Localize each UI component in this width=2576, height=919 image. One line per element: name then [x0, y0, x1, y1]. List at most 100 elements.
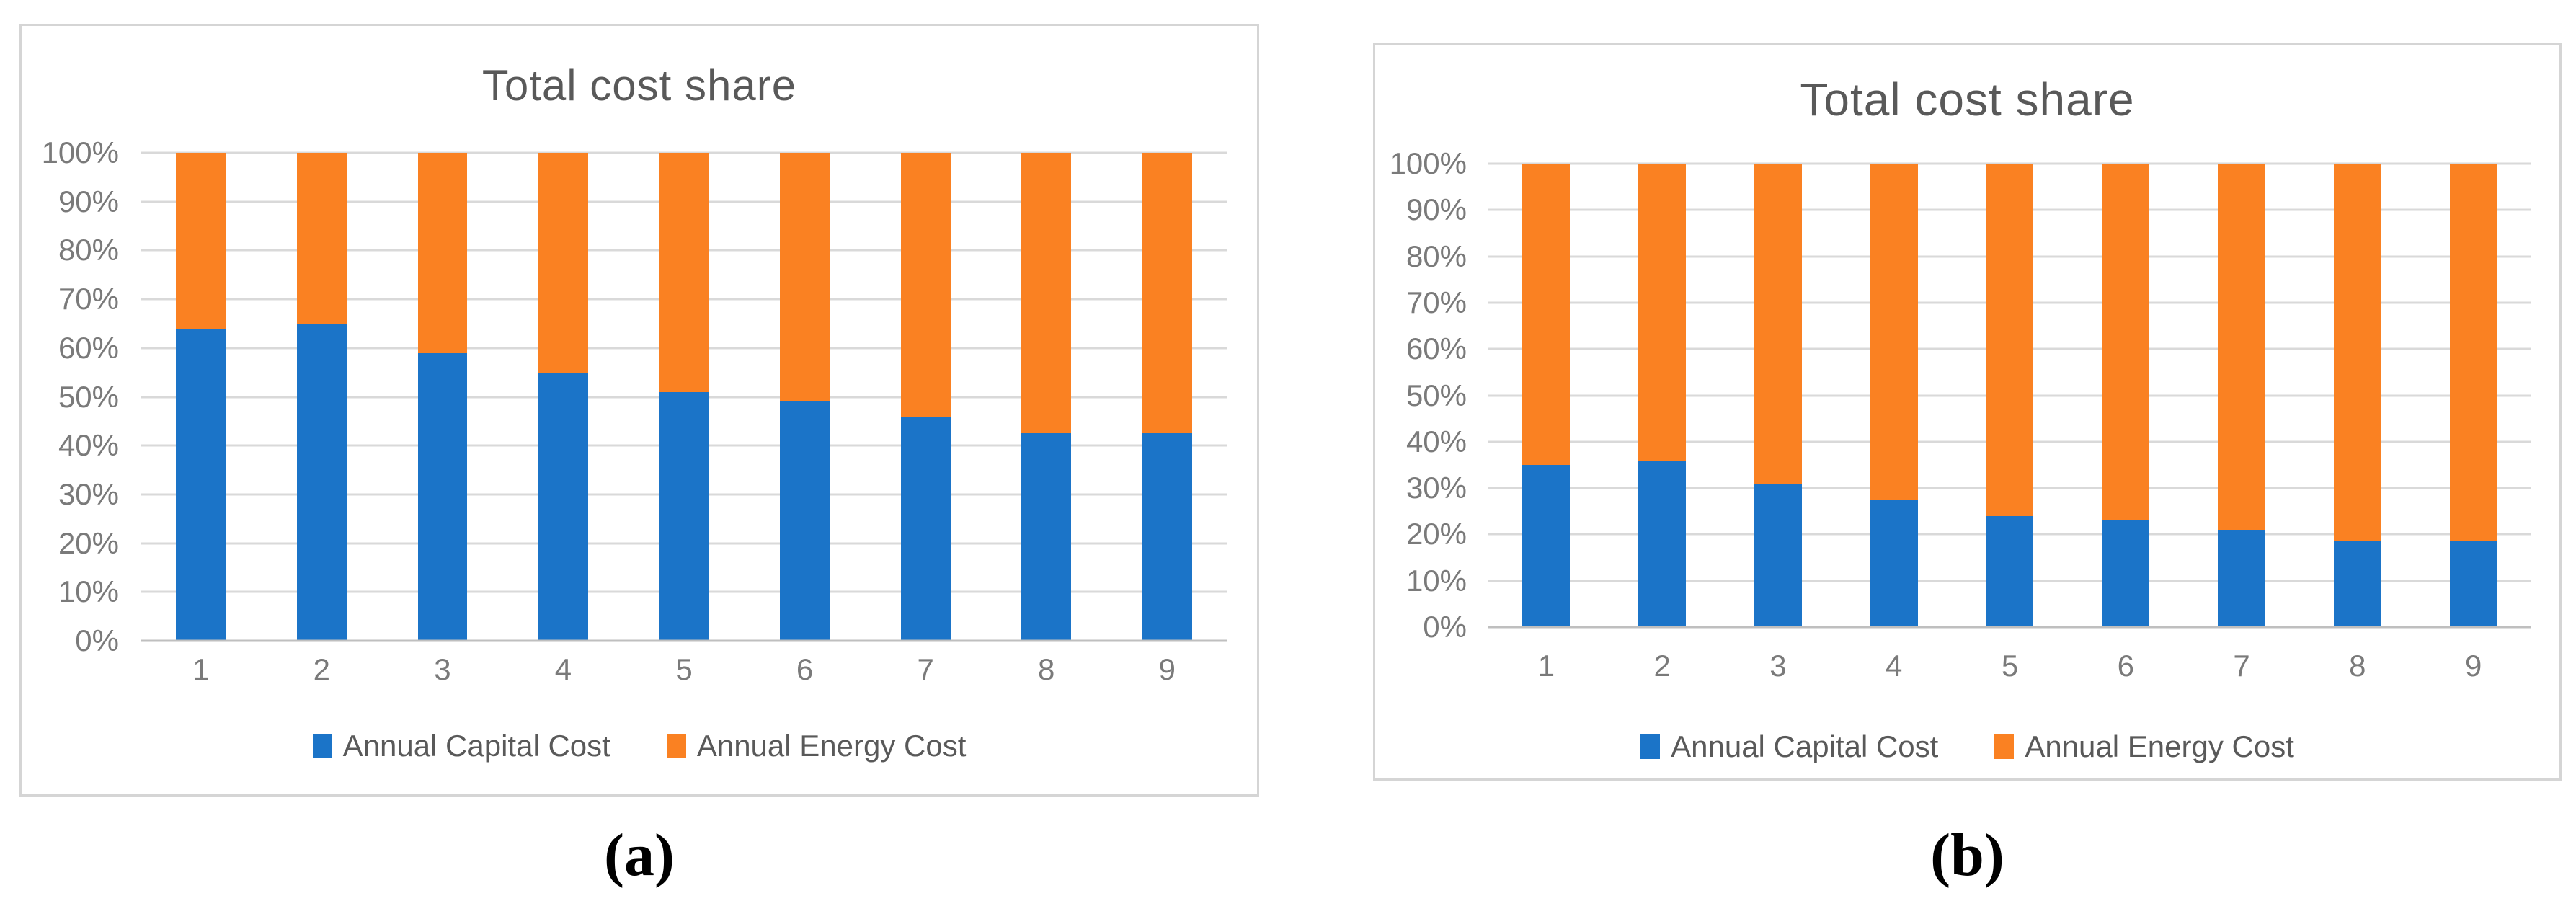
bar-segment	[1638, 460, 1687, 627]
stacked-bar	[538, 153, 588, 641]
x-tick-label: 3	[1769, 649, 1787, 683]
bar-segment	[417, 153, 468, 353]
plot-area: 0% 10% 20% 30% 40% 50% 60% 70% 80% 90% 100%	[42, 136, 1227, 657]
legend-swatch-icon	[1640, 734, 1661, 759]
bar-segment	[1638, 164, 1687, 461]
bars-container	[141, 153, 1227, 641]
stacked-bar	[1142, 153, 1192, 641]
y-tick-label: 50%	[58, 379, 119, 414]
bar-segment	[900, 153, 951, 417]
x-tick-label: 1	[192, 652, 210, 686]
x-tick-label: 9	[1158, 652, 1176, 686]
chart-title: Total cost share	[1800, 74, 2135, 125]
y-tick-label: 50%	[1405, 378, 1467, 412]
bar-column	[1952, 164, 2068, 627]
legend-item: Annual Capital Cost	[1640, 729, 1938, 764]
bar-column	[503, 153, 624, 641]
bar-segment	[538, 153, 588, 373]
bar-column	[623, 153, 745, 641]
stacked-bar	[1754, 164, 1802, 627]
y-tick-label: 10%	[1405, 563, 1467, 598]
bar-column	[745, 153, 866, 641]
x-tick-label: 7	[2233, 649, 2250, 683]
stacked-bar	[1986, 164, 2034, 627]
y-tick-label: 40%	[58, 428, 119, 463]
x-axis-labels: 1 2 3 4 5 6 7 8 9	[1488, 649, 2531, 683]
bar-segment	[780, 153, 830, 402]
stacked-bar	[1870, 164, 1918, 627]
y-tick-label: 80%	[1405, 239, 1467, 273]
x-tick-label: 2	[1653, 649, 1671, 683]
stacked-bar	[1021, 153, 1072, 641]
bar-segment	[1870, 500, 1918, 627]
legend: Annual Capital Cost Annual Energy Cost	[1375, 729, 2559, 764]
bar-segment	[2449, 164, 2497, 542]
stacked-bar	[780, 153, 830, 641]
x-tick-label: 5	[2001, 649, 2019, 683]
bar-segment	[1142, 153, 1192, 434]
bar-segment	[417, 352, 468, 641]
bar-segment	[1021, 153, 1072, 434]
chart-panel-a: Total cost share 0% 10% 20% 30% 40% 50% 60% 70%…	[19, 24, 1259, 797]
chart-panel-b: Total cost share 0% 10% 20% 30% 40% 50% 60% 70%…	[1373, 43, 2562, 781]
x-tick-label: 6	[2117, 649, 2134, 683]
bar-segment	[2333, 164, 2381, 542]
bar-column	[2184, 164, 2300, 627]
bar-segment	[2449, 541, 2497, 627]
gridline	[1488, 162, 2531, 165]
bar-column	[141, 153, 262, 641]
bar-column	[986, 153, 1107, 641]
x-tick-label: 5	[675, 652, 693, 686]
legend-label: Annual Capital Cost	[1671, 729, 1939, 763]
bar-segment	[1986, 164, 2034, 516]
bar-column	[1488, 164, 1604, 627]
y-tick-label: 90%	[58, 184, 119, 218]
y-tick-label: 60%	[58, 330, 119, 365]
x-tick-label: 6	[796, 652, 814, 686]
bar-segment	[1986, 515, 2034, 627]
y-tick-label: 0%	[75, 623, 119, 657]
x-tick-label: 9	[2464, 649, 2482, 683]
bar-segment	[1522, 164, 1571, 465]
x-axis-line	[141, 639, 1227, 642]
y-tick-label: 80%	[58, 233, 119, 267]
bar-segment	[2333, 541, 2381, 627]
y-tick-label: 20%	[1405, 517, 1467, 551]
bar-segment	[780, 401, 830, 641]
chart-title: Total cost share	[481, 61, 797, 110]
x-axis-labels: 1 2 3 4 5 6 7 8 9	[141, 652, 1227, 687]
bar-column	[2415, 164, 2531, 627]
bar-segment	[1021, 433, 1072, 641]
stacked-bar	[176, 153, 226, 641]
bar-segment	[176, 328, 226, 641]
bar-segment	[2218, 164, 2266, 530]
bar-column	[2068, 164, 2184, 627]
bar-segment	[1142, 433, 1192, 641]
stacked-bar	[2102, 164, 2150, 627]
x-tick-label: 7	[917, 652, 934, 686]
y-tick-label: 0%	[1423, 610, 1467, 644]
x-tick-label: 2	[313, 652, 331, 686]
x-tick-label: 4	[554, 652, 572, 686]
stacked-bar	[900, 153, 951, 641]
x-tick-label: 8	[1038, 652, 1055, 686]
bar-column	[1720, 164, 1836, 627]
x-axis-line	[1488, 626, 2531, 629]
legend-item: Annual Energy Cost	[1994, 729, 2294, 764]
bar-column	[1604, 164, 1720, 627]
bar-column	[2299, 164, 2415, 627]
legend-label: Annual Energy Cost	[2025, 729, 2294, 763]
y-tick-label: 90%	[1405, 192, 1467, 227]
bar-segment	[1522, 464, 1571, 627]
legend-label: Annual Capital Cost	[342, 729, 610, 763]
bar-segment	[176, 153, 226, 329]
x-tick-label: 1	[1537, 649, 1555, 683]
bar-column	[1107, 153, 1228, 641]
y-tick-label: 20%	[58, 525, 119, 560]
caption-b: (b)	[1930, 822, 2004, 889]
stacked-bar	[417, 153, 468, 641]
legend-item: Annual Capital Cost	[312, 729, 610, 763]
stacked-bar	[2449, 164, 2497, 627]
y-tick-label: 70%	[58, 282, 119, 316]
